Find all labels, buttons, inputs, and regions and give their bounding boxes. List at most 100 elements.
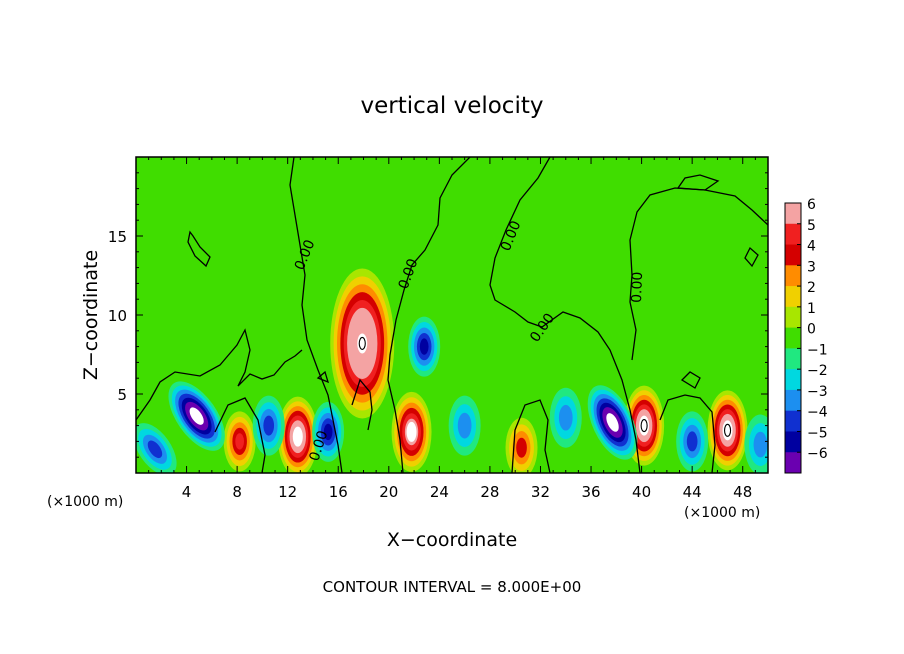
x-tick-label: 32 — [531, 483, 550, 501]
colorbar-label: 5 — [807, 218, 816, 234]
colorbar-swatch — [785, 431, 801, 453]
colorbar-frame — [784, 202, 802, 474]
x-axis-label: X−coordinate — [387, 529, 517, 551]
zero-contour-line — [676, 174, 720, 191]
field-core — [357, 333, 368, 354]
x-tick-label: 44 — [683, 483, 702, 501]
field-level — [263, 415, 275, 436]
field-feature-updraft — [223, 411, 256, 472]
inner-contours — [358, 336, 732, 437]
field-feature-updraft — [330, 268, 395, 419]
core-contour — [640, 419, 648, 433]
field-core — [639, 415, 650, 436]
colorbar-swatch — [785, 327, 801, 349]
plot-area — [136, 157, 768, 473]
field-core — [722, 420, 733, 441]
x-tick-label: 20 — [379, 483, 398, 501]
field-feature-downdraft — [168, 381, 225, 451]
field-level — [419, 338, 429, 355]
x-tick-label: 16 — [329, 483, 348, 501]
colorbar-label: 6 — [807, 197, 816, 213]
field-level — [457, 412, 472, 439]
field-level — [323, 423, 333, 441]
colorbar-label: −4 — [807, 405, 828, 421]
colorbar-label: −6 — [807, 446, 828, 462]
zero-contour-line — [511, 399, 551, 473]
contour-label: 0.00 — [629, 271, 646, 303]
field-feature-downdraft — [252, 395, 285, 456]
colorbar-swatch — [785, 452, 801, 474]
field-level — [686, 431, 698, 452]
field-core — [406, 421, 417, 442]
field-feature-downdraft — [676, 411, 709, 472]
zero-contour-line — [680, 371, 701, 389]
zero-contour-line — [659, 394, 716, 473]
y-tick-label: 15 — [108, 228, 127, 246]
zero-contour-line — [187, 230, 211, 268]
colorbar-swatch — [785, 286, 801, 308]
x-tick-label: 28 — [480, 483, 499, 501]
zero-contours — [136, 157, 768, 473]
colorbar-swatch — [785, 389, 801, 412]
field-core — [292, 426, 303, 447]
field-level — [753, 431, 768, 458]
colorbar-label: 2 — [807, 280, 816, 296]
y-tick-label: 5 — [117, 386, 127, 404]
colorbar-swatch — [785, 203, 801, 225]
colorbar-swatch — [785, 223, 801, 246]
colorbar-swatch — [785, 244, 801, 266]
colorbar-label: −5 — [807, 425, 828, 441]
field-feature-updraft — [391, 391, 432, 472]
x-tick-label: 4 — [182, 483, 192, 501]
x-tick-label: 8 — [232, 483, 242, 501]
zero-contour-line — [629, 187, 768, 361]
colorbar-label: −1 — [807, 342, 828, 358]
field-core — [189, 407, 204, 425]
colorbar-label: −3 — [807, 384, 828, 400]
chart-title: vertical velocity — [361, 93, 544, 119]
zero-contour-line — [136, 328, 303, 421]
zero-contour-line — [289, 157, 343, 473]
colorbar-swatch — [785, 410, 801, 432]
colorbar-swatch — [785, 265, 801, 287]
colorbar-swatch — [785, 369, 801, 391]
zero-contour-line — [316, 370, 330, 384]
x-unit-left: (×1000 m) — [47, 494, 123, 510]
field-feature-updraft — [505, 417, 538, 473]
y-axis-label: Z−coordinate — [80, 250, 102, 380]
x-tick-label: 12 — [278, 483, 297, 501]
zero-contour-line — [387, 157, 471, 473]
contour-interval-footer: CONTOUR INTERVAL = 8.000E+00 — [323, 578, 582, 596]
y-tick-labels: 5 10 15 — [108, 228, 127, 404]
field-level — [235, 433, 245, 450]
colorbar: 6 5 4 3 2 1 0 −1 −2 −3 −4 −5 −6 — [784, 197, 828, 474]
zero-contour-line — [489, 157, 641, 473]
x-tick-labels: 4 8 12 16 20 24 28 32 36 40 44 48 — [182, 483, 752, 501]
field-feature-updraft — [277, 396, 318, 473]
x-tick-label: 36 — [581, 483, 600, 501]
colorbar-label: 1 — [807, 301, 816, 317]
field-feature-downdraft — [448, 395, 481, 456]
colorbar-swatch — [785, 348, 801, 370]
colorbar-label: 4 — [807, 239, 816, 255]
colorbar-label: 3 — [807, 259, 816, 275]
zero-contour-line — [744, 246, 759, 268]
x-tick-label: 40 — [632, 483, 651, 501]
field-feature-downdraft — [587, 385, 638, 460]
colorbar-swatch — [785, 306, 801, 329]
x-tick-label: 24 — [430, 483, 449, 501]
y-tick-label: 10 — [108, 307, 127, 325]
core-contour — [358, 336, 366, 350]
tick-marks — [136, 157, 768, 473]
field-level — [147, 440, 163, 459]
field-layer — [136, 268, 768, 473]
field-feature-downdraft — [408, 316, 441, 377]
field-level — [558, 404, 573, 431]
field-feature-updraft — [707, 390, 748, 471]
colorbar-label: 0 — [807, 322, 816, 338]
field-core — [606, 413, 619, 432]
field-feature-downdraft — [549, 387, 582, 448]
x-tick-label: 48 — [733, 483, 752, 501]
field-feature-downdraft — [744, 414, 768, 473]
